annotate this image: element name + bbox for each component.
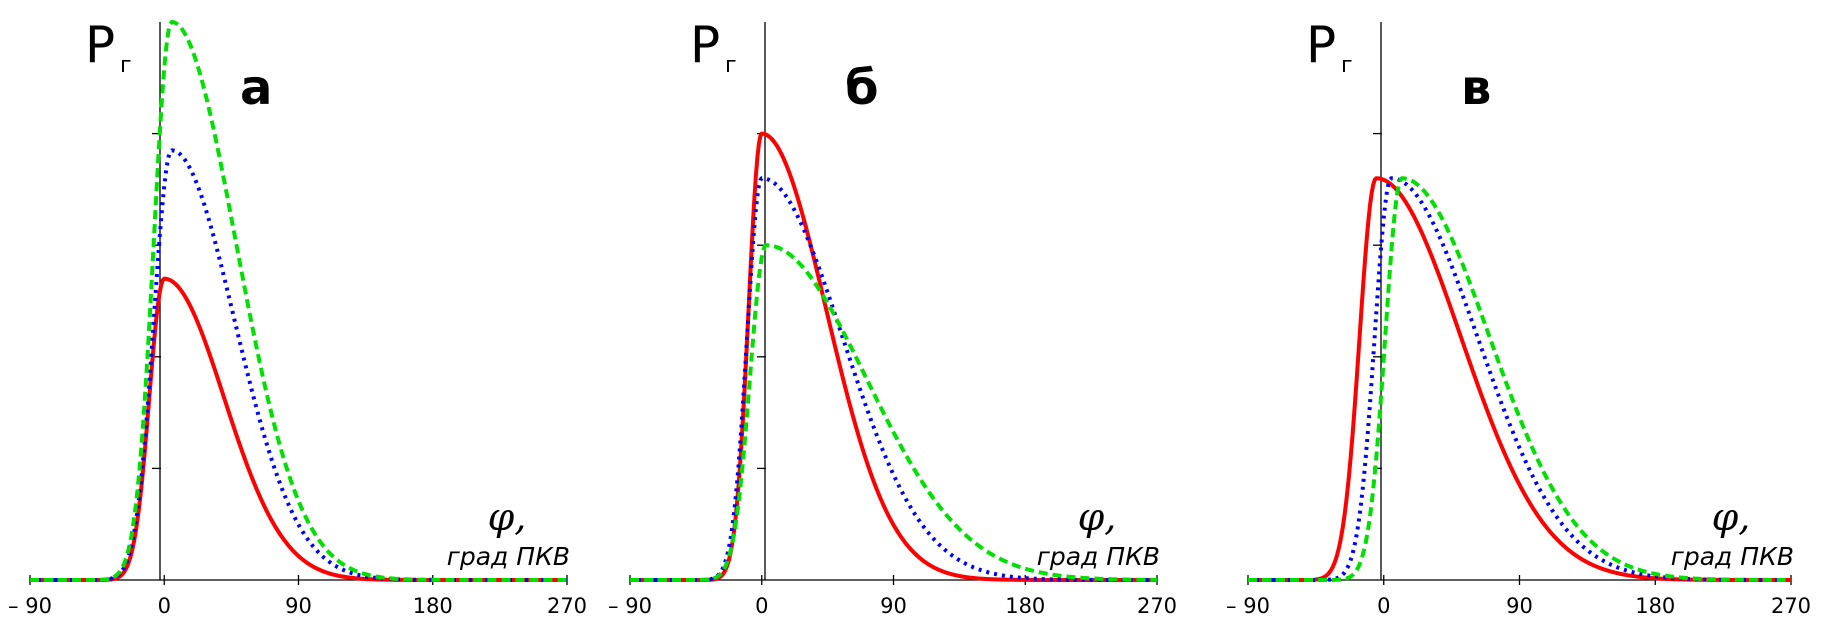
red-solid-curve <box>1247 176 1792 582</box>
x-tick-label: 180 <box>413 594 453 618</box>
x-tick-label: – 90 <box>8 594 52 618</box>
green-dashed-curve <box>29 20 568 582</box>
y-axis-label: P <box>1306 16 1336 74</box>
x-axis-label-unit: град ПКВ <box>1037 542 1160 571</box>
x-tick-label: 180 <box>1005 594 1045 618</box>
blue-dotted-curve <box>29 148 568 582</box>
panel-label: в <box>1461 60 1491 116</box>
green-dashed-curve <box>1247 176 1792 582</box>
chart-panel-3: – 90 0 90 180 270 P г в φ, град ПКВ <box>1226 16 1811 618</box>
blue-dotted-curve <box>1247 176 1792 582</box>
y-axis-label-subscript: г <box>725 53 737 78</box>
x-tick-label: 90 <box>285 594 312 618</box>
x-tick-label: 0 <box>755 594 768 618</box>
y-axis-label-subscript: г <box>1341 53 1353 78</box>
x-axis-label-symbol: φ, <box>1712 495 1751 539</box>
x-tick-label: 90 <box>1506 594 1533 618</box>
chart-panel-1: – 90 0 90 180 270 P г а φ, град ПКВ <box>8 16 587 618</box>
x-tick-label: 90 <box>880 594 907 618</box>
x-tick-label: 0 <box>158 594 171 618</box>
x-axis-label-unit: град ПКВ <box>1671 542 1794 571</box>
x-tick-label: – 90 <box>608 594 652 618</box>
x-axis-label-symbol: φ, <box>1078 495 1117 539</box>
red-solid-curve <box>29 276 568 582</box>
x-tick-label: – 90 <box>1226 594 1270 618</box>
x-tick-label: 270 <box>1137 594 1177 618</box>
x-tick-label: 0 <box>1377 594 1390 618</box>
panel-label: б <box>845 60 879 116</box>
x-tick-label: 180 <box>1635 594 1675 618</box>
y-axis-label: P <box>690 16 720 74</box>
x-tick-label: 270 <box>1771 594 1811 618</box>
chart-panel-2: – 90 0 90 180 270 P г б φ, град ПКВ <box>608 16 1177 618</box>
y-axis-label: P <box>85 16 115 74</box>
x-axis-label-unit: град ПКВ <box>447 542 570 571</box>
panel-label: а <box>240 60 272 116</box>
y-axis-label-subscript: г <box>120 53 132 78</box>
x-axis-label-symbol: φ, <box>488 495 527 539</box>
x-tick-label: 270 <box>547 594 587 618</box>
green-dashed-curve <box>629 243 1158 582</box>
